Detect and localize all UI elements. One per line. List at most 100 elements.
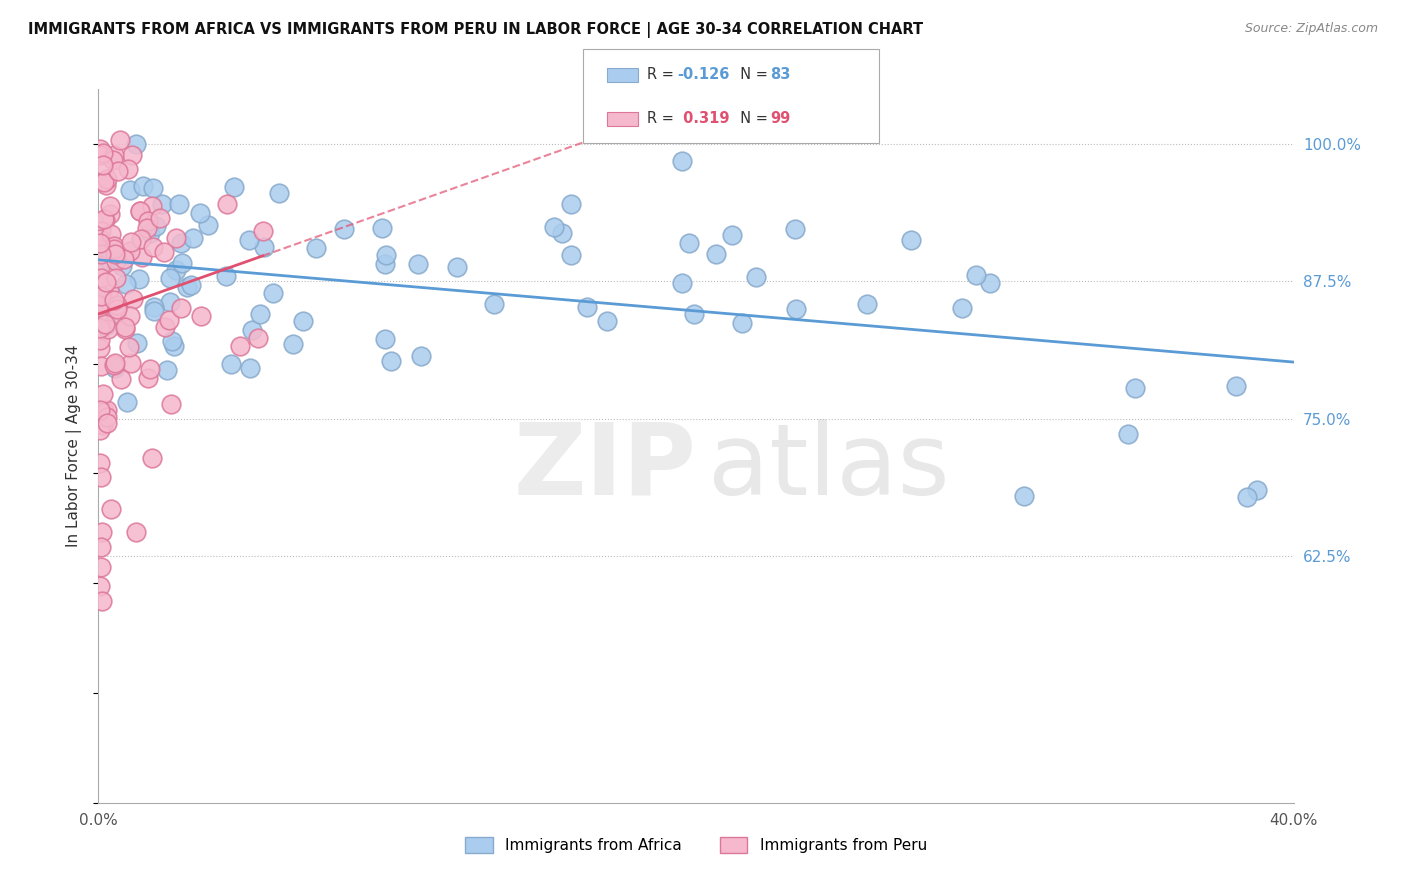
Point bbox=[90, 359, 112, 373]
Point bbox=[170, 301, 193, 316]
Point bbox=[446, 260, 468, 275]
Point bbox=[97, 321, 120, 335]
Point bbox=[89, 423, 111, 437]
Point bbox=[142, 240, 165, 254]
Point bbox=[176, 280, 198, 294]
Text: Source: ZipAtlas.com: Source: ZipAtlas.com bbox=[1244, 22, 1378, 36]
Point bbox=[706, 247, 728, 261]
Point bbox=[94, 178, 117, 193]
Point bbox=[153, 320, 176, 334]
Point bbox=[104, 247, 127, 261]
Point bbox=[682, 307, 704, 321]
Point bbox=[96, 416, 118, 430]
Point bbox=[89, 297, 111, 311]
Point bbox=[100, 227, 122, 241]
Point bbox=[269, 186, 291, 200]
Point bbox=[965, 268, 987, 282]
Point bbox=[136, 214, 159, 228]
Point bbox=[104, 356, 127, 370]
Point bbox=[745, 269, 768, 284]
Point bbox=[249, 307, 271, 321]
Point bbox=[170, 236, 193, 251]
Point bbox=[96, 172, 118, 186]
Point bbox=[408, 257, 430, 271]
Point bbox=[543, 220, 565, 235]
Point bbox=[91, 417, 114, 432]
Point bbox=[160, 334, 183, 348]
Point bbox=[118, 183, 141, 197]
Y-axis label: In Labor Force | Age 30-34: In Labor Force | Age 30-34 bbox=[66, 344, 83, 548]
Point bbox=[90, 540, 112, 554]
Point bbox=[96, 409, 118, 424]
Point bbox=[114, 277, 136, 291]
Point bbox=[1246, 483, 1268, 497]
Point bbox=[91, 146, 114, 161]
Point bbox=[197, 218, 219, 232]
Point bbox=[96, 275, 118, 289]
Point bbox=[156, 362, 179, 376]
Point bbox=[215, 269, 238, 284]
Point bbox=[91, 280, 114, 294]
Point bbox=[89, 579, 111, 593]
Point bbox=[89, 321, 111, 335]
Point bbox=[104, 253, 127, 268]
Point bbox=[128, 272, 150, 286]
Point bbox=[98, 283, 121, 297]
Text: N =: N = bbox=[731, 112, 773, 126]
Point bbox=[731, 316, 754, 330]
Point bbox=[103, 293, 125, 307]
Point bbox=[120, 355, 142, 369]
Point bbox=[333, 221, 356, 235]
Point bbox=[160, 397, 183, 411]
Point bbox=[149, 211, 172, 226]
Point bbox=[97, 314, 120, 328]
Point bbox=[170, 256, 193, 270]
Point bbox=[89, 456, 111, 470]
Point bbox=[180, 278, 202, 293]
Point bbox=[219, 357, 242, 371]
Point bbox=[950, 301, 973, 315]
Text: 83: 83 bbox=[770, 68, 790, 82]
Point bbox=[121, 148, 143, 162]
Point bbox=[560, 247, 582, 261]
Point bbox=[108, 133, 131, 147]
Point bbox=[141, 450, 163, 465]
Text: atlas: atlas bbox=[709, 419, 949, 516]
Point bbox=[165, 231, 187, 245]
Point bbox=[136, 371, 159, 385]
Point bbox=[131, 250, 153, 264]
Point bbox=[380, 354, 402, 368]
Point bbox=[671, 154, 693, 169]
Point bbox=[111, 259, 134, 273]
Point bbox=[167, 197, 190, 211]
Point bbox=[482, 297, 505, 311]
Point bbox=[105, 302, 128, 317]
Point bbox=[856, 296, 879, 310]
Point bbox=[560, 197, 582, 211]
Point bbox=[141, 199, 163, 213]
Point bbox=[229, 339, 252, 353]
Point bbox=[114, 322, 136, 336]
Point bbox=[96, 402, 118, 417]
Point bbox=[89, 403, 111, 417]
Point bbox=[89, 148, 111, 162]
Point bbox=[115, 395, 138, 409]
Point bbox=[139, 226, 162, 240]
Point bbox=[142, 181, 165, 195]
Point bbox=[105, 271, 128, 285]
Point bbox=[671, 277, 693, 291]
Point bbox=[90, 524, 112, 539]
Point bbox=[98, 207, 121, 221]
Point bbox=[125, 137, 148, 152]
Point bbox=[596, 314, 619, 328]
Point bbox=[121, 292, 143, 306]
Point bbox=[145, 219, 167, 233]
Point bbox=[93, 212, 115, 227]
Text: 0.319: 0.319 bbox=[678, 112, 730, 126]
Point bbox=[90, 258, 112, 272]
Point bbox=[215, 196, 238, 211]
Point bbox=[142, 304, 165, 318]
Text: N =: N = bbox=[731, 68, 773, 82]
Point bbox=[136, 220, 159, 235]
Point bbox=[143, 300, 166, 314]
